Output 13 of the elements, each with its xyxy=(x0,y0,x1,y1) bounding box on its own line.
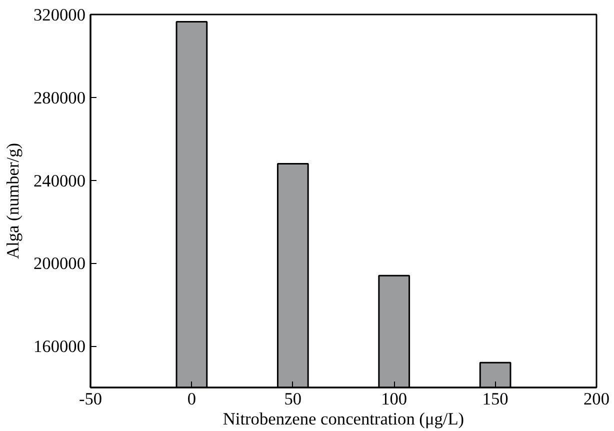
x-axis-title: Nitrobenzene concentration (μg/L) xyxy=(222,410,464,428)
x-tick-label: -50 xyxy=(78,390,102,408)
y-tick-label: 200000 xyxy=(34,254,86,274)
y-tick-label: 280000 xyxy=(34,88,86,108)
y-tick-label: 320000 xyxy=(34,6,86,24)
x-tick-label: 50 xyxy=(284,390,302,408)
x-tick-label: 200 xyxy=(584,390,610,408)
y-tick-label: 160000 xyxy=(34,337,86,356)
x-tick-label: 100 xyxy=(381,390,408,408)
y-axis-title: Alga (number/g) xyxy=(4,142,23,259)
y-tick-label: 240000 xyxy=(34,171,86,190)
x-tick-label: 150 xyxy=(482,390,508,408)
x-tick-label: 0 xyxy=(187,390,196,408)
